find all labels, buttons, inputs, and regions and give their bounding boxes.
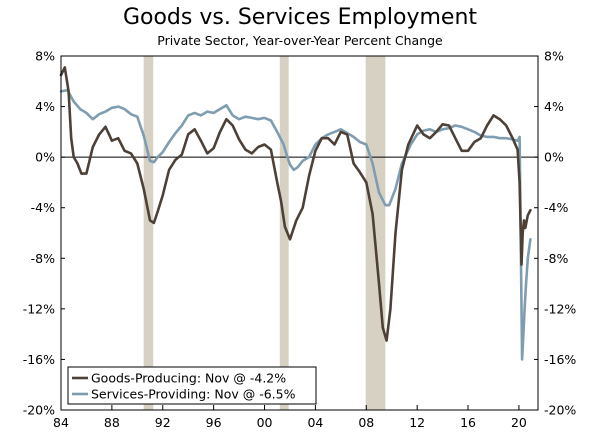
x-tick-label: 84	[53, 415, 69, 430]
x-tick-label: 96	[206, 415, 222, 430]
x-tick-label: 16	[460, 415, 476, 430]
y-tick-label-left: -16%	[23, 352, 55, 367]
recession-band-2	[279, 56, 289, 410]
y-tick-label-right: -12%	[544, 301, 576, 316]
recession-bands	[143, 56, 386, 410]
axes: 8% 8% 4% 4% 0% 0% -4% -4% -8% -8% -12% -12% -16% -16%…	[23, 49, 577, 431]
y-tick-label-left: -20%	[23, 403, 55, 418]
legend-entry-1: Goods-Producing: Nov @ -4.2%	[91, 371, 286, 386]
series-line-goods-producing	[59, 66, 532, 342]
x-tick-label: 12	[409, 415, 425, 430]
x-tick-label: 88	[104, 415, 120, 430]
x-tick-label: 08	[358, 415, 374, 430]
chart-title: Goods vs. Services Employment	[122, 5, 478, 30]
y-tick-label-right: 0%	[544, 150, 564, 165]
legend-entry-2: Services-Providing: Nov @ -6.5%	[91, 387, 296, 402]
x-tick-label: 20	[511, 415, 527, 430]
x-tick-label: 00	[257, 415, 273, 430]
y-tick-label-right: 4%	[544, 99, 564, 114]
y-tick-label-right: 8%	[544, 49, 564, 64]
y-tick-label-right: -16%	[544, 352, 576, 367]
series-lines	[59, 66, 532, 361]
x-tick-label: 92	[155, 415, 171, 430]
y-tick-label-left: -12%	[23, 301, 55, 316]
y-tick-label-right: -8%	[544, 251, 568, 266]
x-tick-label: 04	[307, 415, 323, 430]
y-tick-label-left: 8%	[35, 49, 55, 64]
recession-band-1	[143, 56, 154, 410]
y-tick-label-left: 0%	[35, 150, 55, 165]
legend-box	[67, 366, 317, 405]
y-tick-label-left: -8%	[31, 251, 55, 266]
plot-frame	[60, 55, 539, 411]
y-tick-label-left: 4%	[35, 99, 55, 114]
legend: Goods-Producing: Nov @ -4.2%Services-Pro…	[67, 366, 317, 405]
y-tick-label-left: -4%	[31, 200, 55, 215]
chart-subtitle: Private Sector, Year-over-Year Percent C…	[157, 33, 443, 48]
y-tick-label-right: -4%	[544, 200, 568, 215]
y-tick-label-right: -20%	[544, 403, 576, 418]
